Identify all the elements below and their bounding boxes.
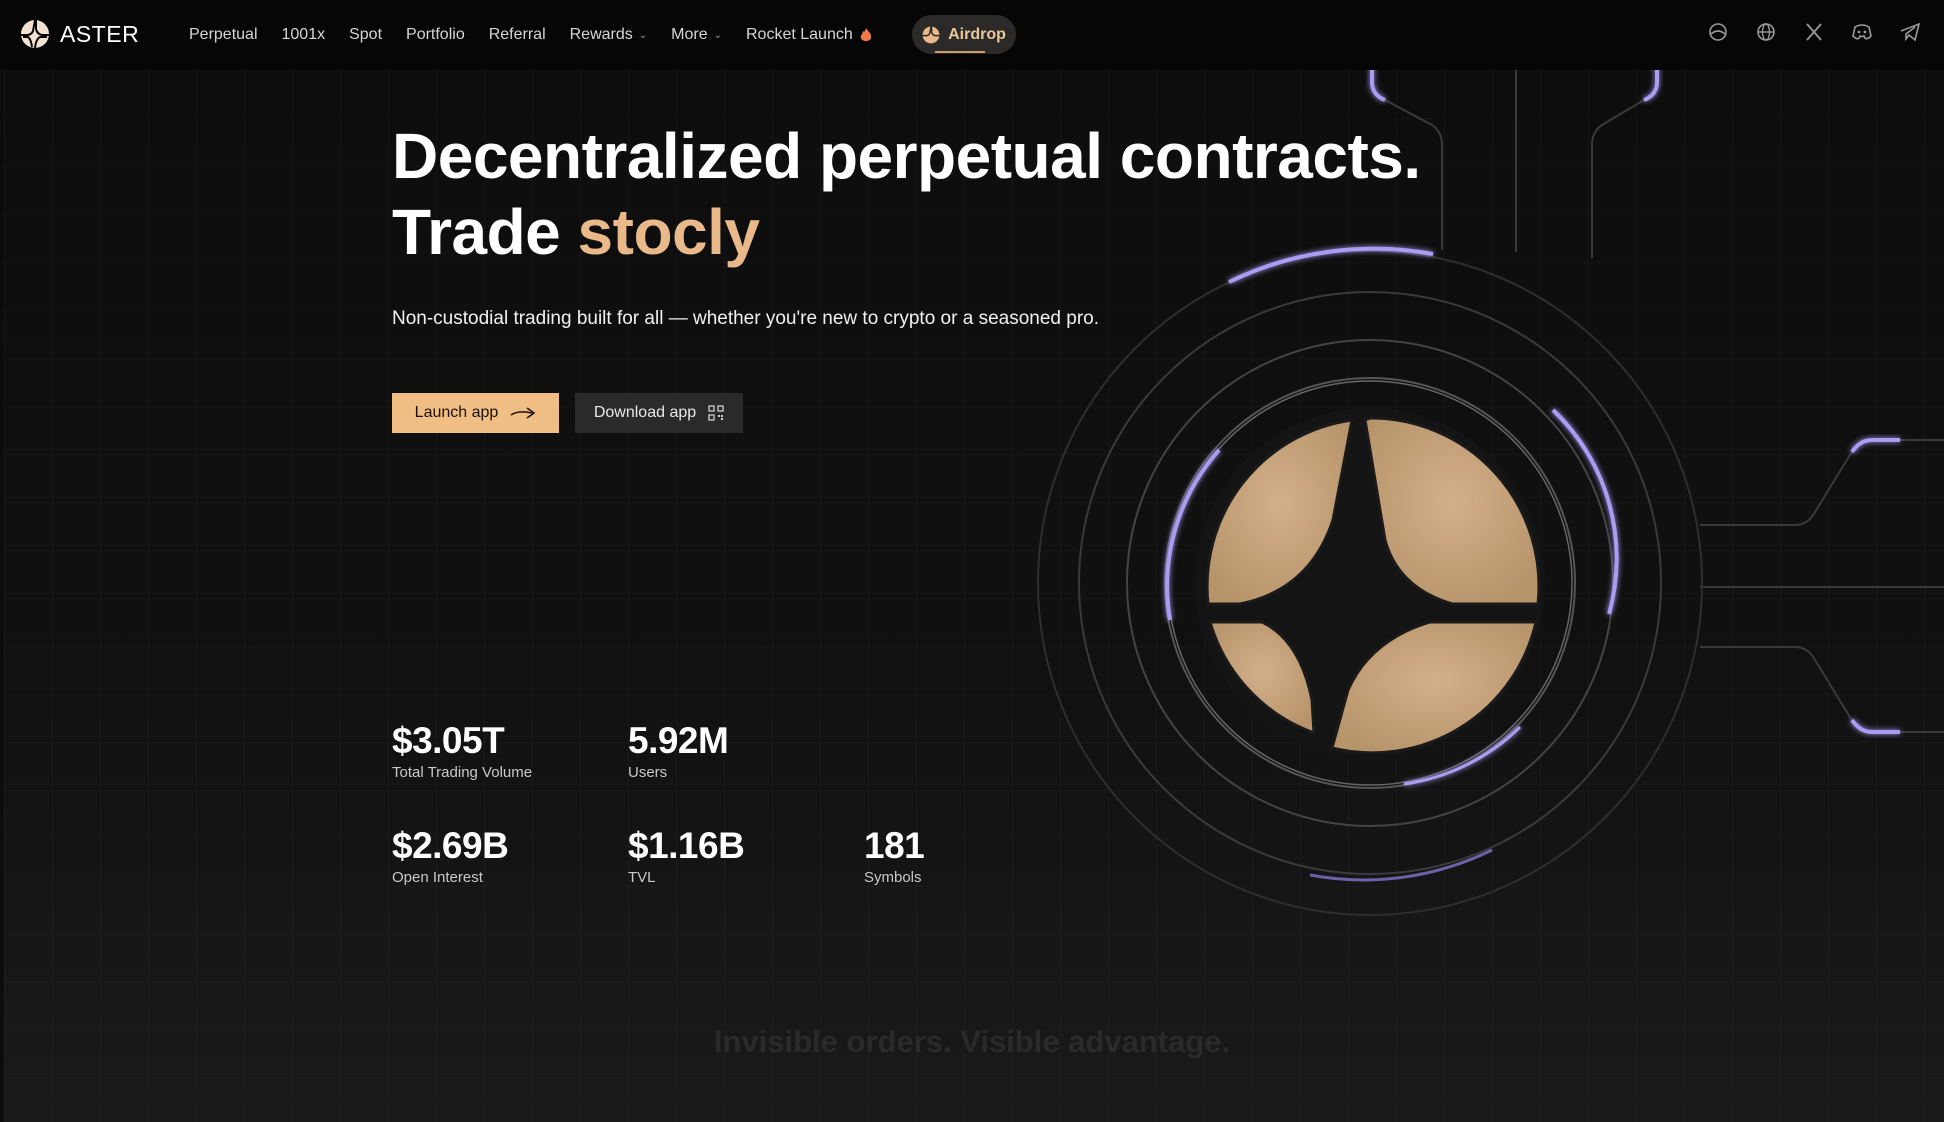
aster-emblem-illustration xyxy=(1037,0,1944,916)
nav-label: Portfolio xyxy=(406,26,465,43)
stat-label: Users xyxy=(628,764,668,781)
nav-label: More xyxy=(671,26,708,43)
nav-label: Referral xyxy=(488,26,546,43)
nav-label: Perpetual xyxy=(189,26,258,43)
stat-value: $1.16B xyxy=(628,825,745,866)
headline-line2-prefix: Trade xyxy=(392,196,578,268)
hero-headline: Decentralized perpetual contracts. Trade… xyxy=(392,118,1421,270)
brand-logo[interactable]: ASTER xyxy=(20,19,139,49)
stat-value: 5.92M xyxy=(628,720,729,761)
stat-users: 5.92M Users xyxy=(628,720,729,781)
stat-label: Symbols xyxy=(864,869,922,886)
social-links xyxy=(1706,20,1922,44)
main-nav: Perpetual 1001x Spot Portfolio Referral … xyxy=(189,0,897,70)
stat-value: $2.69B xyxy=(392,825,509,866)
nav-1001x[interactable]: 1001x xyxy=(282,26,326,44)
launch-app-label: Launch app xyxy=(414,404,499,421)
stat-open-interest: $2.69B Open Interest xyxy=(392,825,509,886)
chevron-down-icon: ⌄ xyxy=(638,29,648,41)
aster-logo-icon xyxy=(922,25,940,43)
airdrop-active-indicator xyxy=(935,51,985,53)
stat-label: TVL xyxy=(628,869,656,886)
nav-spot[interactable]: Spot xyxy=(349,26,382,44)
hero-subtitle: Non-custodial trading built for all — wh… xyxy=(392,308,1099,329)
hero-background xyxy=(4,70,1944,1122)
arrow-right-icon xyxy=(510,407,536,419)
stat-label: Total Trading Volume xyxy=(392,764,533,781)
stat-value: $3.05T xyxy=(392,720,505,761)
stat-symbols: 181 Symbols xyxy=(864,825,925,886)
nav-rocket-launch[interactable]: Rocket Launch xyxy=(746,26,873,44)
download-app-button[interactable]: Download app xyxy=(575,393,743,433)
discord-icon[interactable] xyxy=(1850,20,1874,44)
nav-label: Rewards xyxy=(569,26,633,43)
aster-logo-icon xyxy=(21,19,49,49)
nav-label: Spot xyxy=(349,26,383,43)
qr-code-icon xyxy=(708,405,724,421)
top-navigation-bar: ASTER Perpetual 1001x Spot Portfolio Ref… xyxy=(0,0,1944,70)
stat-label: Open Interest xyxy=(392,869,483,886)
headline-line1: Decentralized perpetual contracts. xyxy=(392,120,1421,192)
launch-app-button[interactable]: Launch app xyxy=(392,393,559,433)
nav-referral[interactable]: Referral xyxy=(489,26,546,44)
flame-icon xyxy=(860,28,871,41)
nav-label: 1001x xyxy=(281,26,326,43)
airdrop-label: Airdrop xyxy=(948,25,1006,43)
download-app-label: Download app xyxy=(593,404,697,421)
telegram-icon[interactable] xyxy=(1898,20,1922,44)
nav-more[interactable]: More ⌄ xyxy=(671,26,722,44)
stat-total-trading-volume: $3.05T Total Trading Volume xyxy=(392,720,532,781)
x-icon[interactable] xyxy=(1802,20,1826,44)
nav-rewards[interactable]: Rewards ⌄ xyxy=(570,26,648,44)
nav-portfolio[interactable]: Portfolio xyxy=(406,26,465,44)
theme-toggle-icon[interactable] xyxy=(1706,20,1730,44)
grid-pattern xyxy=(4,70,1944,1122)
next-section-heading: Invisible orders. Visible advantage. xyxy=(713,1024,1231,1059)
stat-value: 181 xyxy=(864,825,925,866)
nav-label: Rocket Launch xyxy=(746,26,853,43)
headline-accent-word: stocly xyxy=(577,196,760,268)
airdrop-button[interactable]: Airdrop xyxy=(912,15,1016,54)
brand-name: ASTER xyxy=(60,20,140,47)
stat-tvl: $1.16B TVL xyxy=(628,825,745,886)
chevron-down-icon: ⌄ xyxy=(713,29,722,41)
nav-perpetual[interactable]: Perpetual xyxy=(189,26,258,44)
globe-icon[interactable] xyxy=(1754,20,1778,44)
